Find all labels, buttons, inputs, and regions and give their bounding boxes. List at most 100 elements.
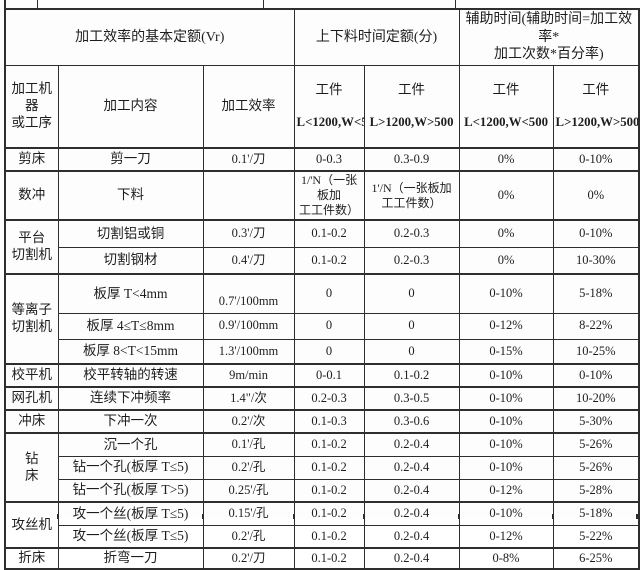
table-subheader-row: 加工机器 或工序 加工内容 加工效率 工件 L<1200,W<500 工件 L>… bbox=[4, 64, 640, 149]
header-workpiece-small-aux: 工件 L<1200,W<500 bbox=[458, 64, 554, 149]
workpiece-label: 工件 bbox=[582, 82, 610, 98]
workpiece-label: 工件 bbox=[492, 82, 520, 98]
aux-small-cell: 0-10% bbox=[458, 386, 554, 411]
aux-large-cell: 5-26% bbox=[552, 432, 640, 457]
load-large-cell: 0.2-0.4 bbox=[363, 432, 460, 457]
header-loading-time: 上下料时间定额(分) bbox=[293, 8, 460, 66]
efficiency-cell: 0.3'/刀 bbox=[202, 219, 295, 248]
table-row: 板厚 4≤T≤8mm 0.9'/100mm 0 0 0-12% 8-22% bbox=[5, 312, 640, 340]
table-row: 网孔机 连续下冲频率 1.4"/次 0.2-0.3 0.3-0.5 0-10% … bbox=[4, 386, 640, 411]
load-small-cell: 0 bbox=[293, 312, 365, 340]
scanned-table-page: 加工效率的基本定额(Vr) 上下料时间定额(分) 辅助时间(辅助时间=加工效率*… bbox=[4, 0, 640, 570]
content-cell: 连续下冲频率 bbox=[57, 386, 204, 411]
load-small-cell: 0-0.1 bbox=[293, 363, 365, 388]
aux-large-cell: 0% bbox=[552, 170, 640, 221]
content-cell: 折弯一刀 bbox=[57, 547, 204, 570]
aux-large-cell: 8-22% bbox=[552, 312, 640, 340]
header-efficiency: 加工效率 bbox=[202, 64, 295, 149]
aux-small-cell: 0-10% bbox=[458, 501, 554, 526]
header-machine: 加工机器 或工序 bbox=[4, 64, 59, 149]
load-small-cell: 0.1-0.3 bbox=[293, 409, 365, 434]
content-cell: 攻一个丝(板厚 T≤5) bbox=[57, 524, 204, 549]
table-row: 攻丝机 攻一个丝(板厚 T≤5) 0.15'/孔 0.1-0.2 0.2-0.4… bbox=[4, 501, 640, 549]
machine-cell: 等离子 切割机 bbox=[4, 273, 59, 365]
load-large-cell: 0.2-0.3 bbox=[363, 246, 460, 275]
efficiency-cell: 0.25'/孔 bbox=[202, 478, 295, 503]
aux-large-cell: 5-28% bbox=[552, 478, 640, 503]
machine-cell: 数冲 bbox=[4, 170, 59, 221]
machine-cell: 钻 床 bbox=[4, 432, 59, 503]
aux-large-cell: 6-25% bbox=[552, 547, 640, 570]
machine-cell: 折床 bbox=[4, 547, 59, 570]
header-workpiece-large-aux: 工件 L>1200,W>500 bbox=[552, 64, 640, 149]
efficiency-cell: 0.2'/次 bbox=[202, 409, 295, 434]
workpiece-label: 工件 bbox=[398, 82, 426, 98]
efficiency-cell: 1.4"/次 bbox=[202, 386, 295, 411]
machine-cell: 剪床 bbox=[4, 147, 59, 172]
aux-small-cell: 0-12% bbox=[458, 478, 554, 503]
bottom-sliver-line bbox=[363, 514, 364, 519]
efficiency-cell: 0.4'/刀 bbox=[202, 246, 295, 275]
bottom-sliver-line bbox=[202, 514, 203, 519]
workpiece-size: L<1200,W<500 bbox=[464, 114, 548, 129]
efficiency-cell: 0.2'/孔 bbox=[202, 524, 295, 549]
aux-small-cell: 0-10% bbox=[458, 363, 554, 388]
table-row: 平台 切割机 切割铝或铜 0.3'/刀 0.1-0.2 0.2-0.3 0% 0… bbox=[4, 219, 640, 275]
efficiency-cell: 9m/min bbox=[202, 363, 295, 388]
machining-quota-table: 加工效率的基本定额(Vr) 上下料时间定额(分) 辅助时间(辅助时间=加工效率*… bbox=[4, 8, 640, 570]
load-small-cell: 1/'N（一张板加 工工件数） bbox=[293, 170, 365, 221]
efficiency-cell: 1.3'/100mm bbox=[202, 338, 295, 365]
load-small-cell: 0.1-0.2 bbox=[293, 501, 365, 526]
bottom-sliver-line bbox=[57, 514, 58, 519]
table-row: 等离子 切割机 板厚 T<4mm 0.7'/100mm 0 0 0-10% 5-… bbox=[4, 273, 640, 365]
aux-large-cell: 5-22% bbox=[552, 524, 640, 549]
aux-large-cell: 5-26% bbox=[552, 455, 640, 480]
machine-cell: 校平机 bbox=[4, 363, 59, 388]
load-large-cell: 0.3-0.5 bbox=[363, 386, 460, 411]
header-basic-quota: 加工效率的基本定额(Vr) bbox=[4, 8, 295, 66]
workpiece-size: L>1200,W>500 bbox=[369, 114, 454, 129]
content-cell: 板厚 8<T<15mm bbox=[57, 338, 204, 365]
aux-small-cell: 0% bbox=[458, 147, 554, 172]
content-cell: 沉一个孔 bbox=[57, 432, 204, 457]
load-large-cell: 0.1-0.2 bbox=[363, 363, 460, 388]
workpiece-label: 工件 bbox=[315, 82, 343, 98]
table-row: 钻 床 沉一个孔 0.1'/孔 0.1-0.2 0.2-0.4 0-10% 5-… bbox=[4, 432, 640, 503]
table-row: 折床 折弯一刀 0.2'/刀 0.1-0.2 0.2-0.4 0-8% 6-25… bbox=[4, 547, 640, 570]
load-large-cell: 0.2-0.4 bbox=[363, 524, 460, 549]
efficiency-cell: 0.15'/孔 bbox=[202, 501, 295, 526]
top-sliver-line bbox=[4, 0, 6, 8]
aux-small-cell: 0-10% bbox=[458, 409, 554, 434]
aux-large-cell: 10-25% bbox=[552, 338, 640, 365]
aux-small-cell: 0-10% bbox=[458, 455, 554, 480]
content-cell: 剪一刀 bbox=[57, 147, 204, 172]
load-large-cell: 1'/N（一张板加 工工件数） bbox=[363, 170, 460, 221]
load-small-cell: 0-0.3 bbox=[293, 147, 365, 172]
machine-cell: 冲床 bbox=[4, 409, 59, 434]
table-row: 数冲 下料 1/'N（一张板加 工工件数） 1'/N（一张板加 工工件数） 0%… bbox=[4, 170, 640, 221]
content-cell: 攻一个丝(板厚 T≤5) bbox=[57, 501, 204, 526]
load-small-cell: 0.1-0.2 bbox=[293, 246, 365, 275]
efficiency-cell: 0.1'/孔 bbox=[202, 432, 295, 457]
table-row: 钻一个孔(板厚 T>5) 0.25'/孔 0.1-0.2 0.2-0.4 0-1… bbox=[5, 478, 640, 503]
load-small-cell: 0.1-0.2 bbox=[293, 547, 365, 570]
bottom-sliver-line bbox=[458, 514, 459, 519]
load-small-cell: 0.2-0.3 bbox=[293, 386, 365, 411]
load-small-cell: 0.1-0.2 bbox=[293, 219, 365, 248]
table-row: 切割钢材 0.4'/刀 0.1-0.2 0.2-0.3 0% 10-30% bbox=[5, 246, 640, 275]
aux-large-cell: 0-10% bbox=[552, 363, 640, 388]
header-workpiece-small-load: 工件 L<1200,W<500 bbox=[293, 64, 365, 149]
top-sliver-line bbox=[455, 0, 456, 8]
aux-small-cell: 0-8% bbox=[458, 547, 554, 570]
efficiency-cell bbox=[202, 170, 295, 221]
aux-large-cell: 5-18% bbox=[552, 273, 640, 314]
load-large-cell: 0.2-0.4 bbox=[363, 455, 460, 480]
bottom-sliver-line bbox=[293, 514, 294, 519]
content-cell: 校平转轴的转速 bbox=[57, 363, 204, 388]
content-cell: 下料 bbox=[57, 170, 204, 221]
header-workpiece-large-load: 工件 L>1200,W>500 bbox=[363, 64, 460, 149]
aux-small-cell: 0-15% bbox=[458, 338, 554, 365]
content-cell: 切割钢材 bbox=[57, 246, 204, 275]
header-aux-time: 辅助时间(辅助时间=加工效率* 加工次数*百分率) bbox=[458, 8, 640, 66]
aux-small-cell: 0-10% bbox=[458, 273, 554, 314]
